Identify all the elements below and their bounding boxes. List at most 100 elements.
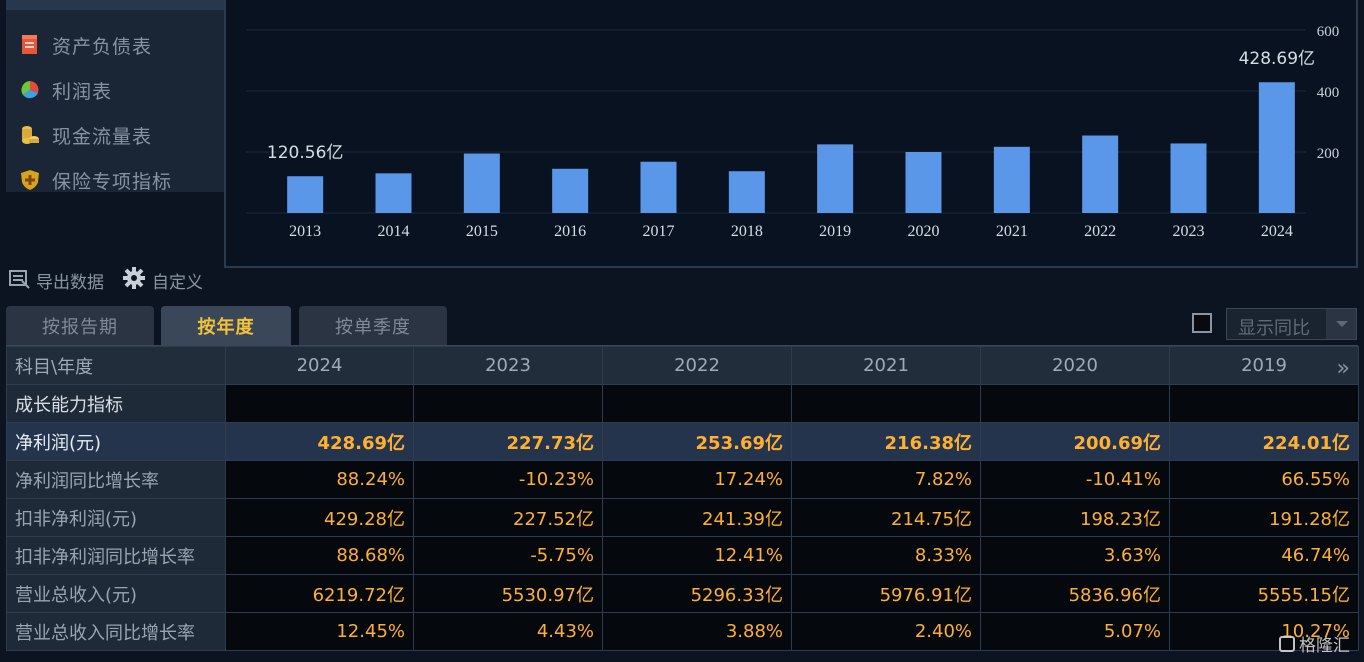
menu-item-cash-flow[interactable]: 现金流量表 (18, 120, 152, 150)
table-row[interactable]: 成长能力指标 (6, 384, 1359, 423)
cell-value: 429.28亿 (225, 498, 414, 537)
coins-icon (18, 123, 42, 147)
cell-value: 200.69亿 (980, 422, 1170, 461)
cell-value: 216.38亿 (791, 422, 981, 461)
cell-value: 3.88% (602, 612, 792, 651)
cell-value: 46.74% (1169, 536, 1359, 575)
cell-value: 12.41% (602, 536, 792, 575)
cell-value: 5976.91亿 (791, 574, 981, 613)
cell-value: 5530.97亿 (413, 574, 603, 613)
shield-icon (18, 168, 42, 192)
export-icon (8, 267, 30, 294)
balance-sheet-icon (18, 33, 42, 57)
cell-value: -5.75% (413, 536, 603, 575)
cell-value: 7.82% (791, 460, 981, 499)
cell-value: 224.01亿 (1169, 422, 1359, 461)
cell-value: 198.23亿 (980, 498, 1170, 537)
x-tick-label: 2017 (643, 223, 675, 240)
bar (905, 152, 942, 213)
cell-value: 191.28亿 (1169, 498, 1359, 537)
cell-value: 253.69亿 (602, 422, 792, 461)
data-label: 120.56亿 (267, 143, 343, 163)
report-menu: 资产负债表 利润表 现金流量表 保险专项指标 (6, 0, 224, 195)
cell-value: 227.73亿 (413, 422, 603, 461)
watermark: 格隆汇 (1279, 631, 1350, 656)
data-label: 428.69亿 (1239, 49, 1315, 69)
cell-value (413, 384, 603, 423)
bar (1082, 135, 1119, 213)
tab-by-year[interactable]: 按年度 (161, 306, 291, 346)
bar (463, 153, 500, 213)
bar-chart: 200 400 600 2013 2014 2015 2016 2017 2018 2019 202… (246, 24, 1340, 240)
year-header: 2020 (980, 346, 1170, 385)
cell-value (1169, 384, 1359, 423)
header-label: 科目\年度 (6, 346, 226, 385)
bar (287, 176, 324, 213)
show-yoy-select[interactable]: 显示同比 (1226, 308, 1357, 340)
x-tick-label: 2024 (1261, 223, 1293, 240)
customize-button[interactable]: 自定义 (122, 266, 203, 294)
menu-item-insurance[interactable]: 保险专项指标 (18, 165, 172, 195)
table-row[interactable]: 营业总收入同比增长率 12.45% 4.43% 3.88% 2.40% 5.07% 10.2… (6, 612, 1359, 651)
menu-item-balance-sheet[interactable]: 资产负债表 (18, 30, 152, 60)
y-tick-label: 600 (1317, 24, 1340, 40)
x-tick-label: 2018 (731, 223, 763, 240)
year-header: 2024 (225, 346, 414, 385)
x-tick-label: 2023 (1173, 223, 1205, 240)
cell-value (980, 384, 1170, 423)
cell-value: 227.52亿 (413, 498, 603, 537)
financial-table: 科目\年度 2024 2023 2022 2021 2020 2019 » 成长… (6, 346, 1359, 651)
cell-value: -10.23% (413, 460, 603, 499)
bar (993, 146, 1030, 213)
x-tick-label: 2019 (819, 223, 851, 240)
bar (728, 171, 765, 213)
net-profit-chart: 200 400 600 2013 2014 2015 2016 2017 2018 2019 202… (224, 0, 1358, 268)
x-tick-label: 2016 (554, 223, 586, 240)
tab-by-report-period[interactable]: 按报告期 (6, 306, 154, 346)
table-row[interactable]: 净利润同比增长率 88.24% -10.23% 17.24% 7.82% -10.41% 6… (6, 460, 1359, 499)
table-header-row: 科目\年度 2024 2023 2022 2021 2020 2019 » (6, 346, 1359, 385)
cell-value: 5296.33亿 (602, 574, 792, 613)
next-page-arrow-icon[interactable]: » (1336, 356, 1350, 381)
row-label: 营业总收入同比增长率 (6, 612, 226, 651)
year-header: 2021 (791, 346, 981, 385)
table-row[interactable]: 净利润(元) 428.69亿 227.73亿 253.69亿 216.38亿 200.69… (6, 422, 1359, 461)
table-row[interactable]: 营业总收入(元) 6219.72亿 5530.97亿 5296.33亿 5976.91亿… (6, 574, 1359, 613)
x-tick-label: 2021 (996, 223, 1028, 240)
show-yoy-checkbox[interactable] (1192, 313, 1212, 333)
chevron-down-icon[interactable] (1326, 309, 1356, 339)
cell-value: 6219.72亿 (225, 574, 414, 613)
cell-value: 241.39亿 (602, 498, 792, 537)
cell-value: 8.33% (791, 536, 981, 575)
row-label: 净利润同比增长率 (6, 460, 226, 499)
cell-value: 2.40% (791, 612, 981, 651)
cell-value (791, 384, 981, 423)
y-tick-label: 400 (1317, 85, 1340, 101)
bar (1170, 143, 1207, 213)
tab-by-quarter[interactable]: 按单季度 (299, 306, 447, 346)
bar (552, 168, 589, 213)
cell-value: 12.45% (225, 612, 414, 651)
bar (375, 173, 412, 213)
bar (640, 161, 677, 213)
table-row[interactable]: 扣非净利润(元) 429.28亿 227.52亿 241.39亿 214.75亿 198.… (6, 498, 1359, 537)
cell-value: 17.24% (602, 460, 792, 499)
cell-value: 66.55% (1169, 460, 1359, 499)
cell-value: -10.41% (980, 460, 1170, 499)
row-label: 成长能力指标 (6, 384, 226, 423)
cell-value (225, 384, 414, 423)
y-tick-label: 200 (1317, 146, 1340, 162)
x-tick-label: 2020 (908, 223, 940, 240)
table-row[interactable]: 扣非净利润同比增长率 88.68% -5.75% 12.41% 8.33% 3.63% 46… (6, 536, 1359, 575)
row-label: 扣非净利润同比增长率 (6, 536, 226, 575)
year-header: 2019 » (1169, 346, 1359, 385)
gear-icon (122, 266, 146, 295)
x-tick-label: 2022 (1084, 223, 1116, 240)
row-label: 净利润(元) (6, 422, 226, 461)
bar (1258, 82, 1295, 214)
year-header: 2023 (413, 346, 603, 385)
x-tick-label: 2015 (466, 223, 498, 240)
menu-item-income-statement[interactable]: 利润表 (18, 75, 112, 105)
row-label: 营业总收入(元) (6, 574, 226, 613)
export-data-button[interactable]: 导出数据 (8, 266, 104, 294)
